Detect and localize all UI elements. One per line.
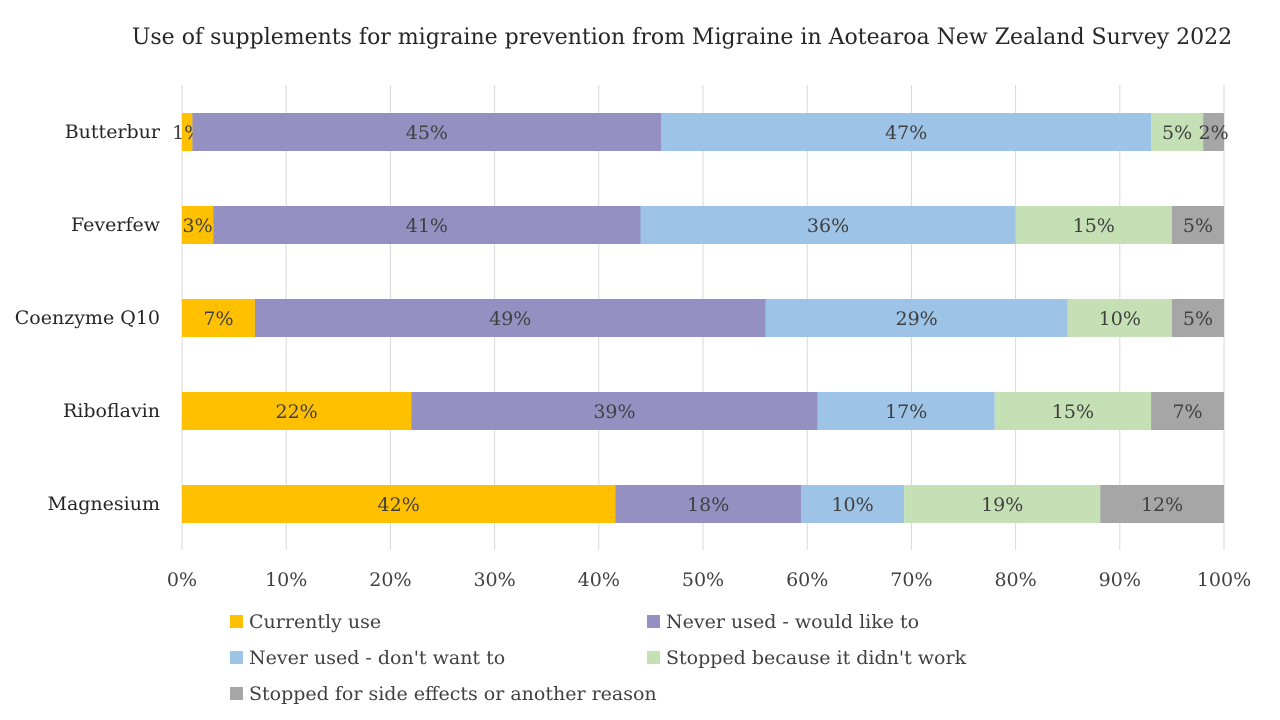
- data-label: 39%: [593, 401, 635, 423]
- data-label: 17%: [885, 401, 927, 423]
- legend-swatch: [230, 651, 243, 664]
- x-tick-label: 50%: [682, 569, 724, 591]
- x-tick-label: 20%: [369, 569, 411, 591]
- data-label: 47%: [885, 122, 927, 144]
- data-label: 5%: [1162, 122, 1192, 144]
- bar-segment: [765, 299, 1068, 337]
- legend-swatch: [230, 615, 243, 628]
- legend: Currently use Never used - would like to N…: [230, 611, 967, 705]
- data-label: 18%: [687, 494, 729, 516]
- bar-segment: [1203, 113, 1224, 151]
- data-label: 49%: [489, 308, 531, 330]
- data-label: 5%: [1183, 308, 1213, 330]
- bar-segment: [994, 392, 1152, 430]
- x-tick-label: 100%: [1197, 569, 1251, 591]
- bar-segment: [1015, 206, 1172, 244]
- chart-title: Use of supplements for migraine preventi…: [132, 25, 1232, 50]
- data-label: 2%: [1199, 122, 1229, 144]
- legend-label: Never used - would like to: [666, 611, 919, 633]
- legend-label: Never used - don't want to: [249, 647, 505, 669]
- x-tick-label: 90%: [1099, 569, 1141, 591]
- category-label: Coenzyme Q10: [15, 307, 160, 329]
- bar-segment: [661, 113, 1152, 151]
- category-label: Feverfew: [71, 214, 161, 236]
- data-label: 29%: [895, 308, 937, 330]
- data-label: 41%: [406, 215, 448, 237]
- x-tick-label: 0%: [167, 569, 197, 591]
- x-tick-label: 80%: [994, 569, 1036, 591]
- bar-segment: [254, 299, 766, 337]
- x-tick-label: 70%: [890, 569, 932, 591]
- bar-segment: [1171, 206, 1224, 244]
- x-tick-label: 40%: [578, 569, 620, 591]
- data-label: 45%: [406, 122, 448, 144]
- bar-segment: [182, 392, 412, 430]
- bar-segment: [182, 113, 193, 151]
- data-label: 42%: [378, 494, 420, 516]
- data-label: 15%: [1052, 401, 1094, 423]
- data-label: 7%: [1172, 401, 1202, 423]
- category-label: Butterbur: [65, 121, 161, 143]
- legend-label: Stopped for side effects or another reas…: [249, 683, 657, 705]
- data-label: 10%: [831, 494, 873, 516]
- bar-segment: [213, 206, 641, 244]
- bar-segment: [1151, 392, 1224, 430]
- data-label: 3%: [183, 215, 213, 237]
- legend-swatch: [647, 651, 660, 664]
- legend-label: Currently use: [249, 611, 381, 633]
- data-label: 36%: [807, 215, 849, 237]
- bar-segment: [1067, 299, 1172, 337]
- data-label: 12%: [1141, 494, 1183, 516]
- x-tick-label: 60%: [786, 569, 828, 591]
- category-label: Riboflavin: [63, 400, 160, 422]
- category-labels: Butterbur Feverfew Coenzyme Q10 Riboflavin M…: [15, 121, 161, 515]
- bar-segment: [192, 113, 662, 151]
- bar-segment: [1100, 485, 1224, 523]
- category-label: Magnesium: [47, 493, 160, 515]
- data-label: 22%: [276, 401, 318, 423]
- bars: 1% 45% 47% 5% 2%3% 41% 36% 15% 5%7% 49% 29% 10% 5%22…: [172, 113, 1229, 523]
- x-tick-label: 30%: [473, 569, 515, 591]
- data-label: 19%: [981, 494, 1023, 516]
- x-axis-ticks: 0% 10% 20% 30% 40% 50% 60% 70% 80% 90% 100%: [167, 569, 1251, 591]
- data-label: 5%: [1183, 215, 1213, 237]
- bar-segment: [640, 206, 1016, 244]
- legend-label: Stopped because it didn't work: [666, 647, 967, 669]
- data-label: 7%: [203, 308, 233, 330]
- bar-segment: [182, 206, 214, 244]
- bar-segment: [615, 485, 802, 523]
- legend-swatch: [647, 615, 660, 628]
- data-label: 15%: [1073, 215, 1115, 237]
- bar-segment: [411, 392, 818, 430]
- bar-segment: [904, 485, 1101, 523]
- bar-segment: [801, 485, 905, 523]
- legend-swatch: [230, 687, 243, 700]
- data-label: 10%: [1099, 308, 1141, 330]
- bar-segment: [817, 392, 995, 430]
- bar-segment: [1171, 299, 1224, 337]
- bar-segment: [182, 299, 255, 337]
- bar-segment: [182, 485, 616, 523]
- bar-segment: [1151, 113, 1204, 151]
- x-tick-label: 10%: [265, 569, 307, 591]
